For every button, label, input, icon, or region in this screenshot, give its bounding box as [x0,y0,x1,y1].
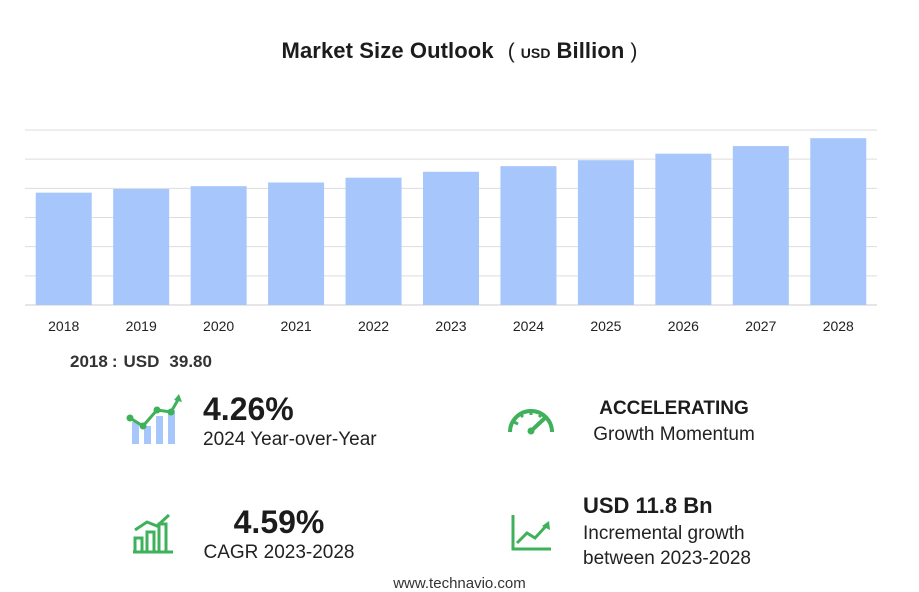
x-tick-label: 2024 [513,318,544,334]
x-tick-label: 2021 [281,318,312,334]
bar-2020 [190,186,247,305]
x-tick-label: 2028 [823,318,854,334]
growth-chart-icon [133,513,173,554]
x-tick-label: 2023 [435,318,466,334]
incremental-label-line2: between 2023-2028 [583,548,751,569]
cagr-value: 4.59% [233,504,325,540]
bar-chart: 2018 2019 2020 2021 2022 2023 2024 2025 2026 2027… [25,129,877,334]
incremental-label-line1: Incremental growth [583,523,745,544]
yoy-stat: 4.26% 2024 Year-over-Year [203,390,377,452]
momentum-value: ACCELERATING [599,398,749,419]
bar-2019 [113,188,170,305]
cagr-label: CAGR 2023-2028 [203,542,355,563]
momentum-stat: ACCELERATING Growth Momentum [574,396,774,448]
x-tick-label: 2020 [203,318,234,334]
x-tick-label: 2019 [126,318,157,334]
incremental-value: USD 11.8 Bn [583,493,713,518]
bar-2022 [345,177,402,305]
cagr-stat: 4.59% CAGR 2023-2028 [194,503,364,565]
source-link[interactable]: www.technavio.com [393,575,526,592]
unit-scale: Billion [556,38,625,63]
bar-2021 [268,182,325,305]
x-tick-label: 2025 [590,318,621,334]
x-tick-label: 2022 [358,318,389,334]
incremental-stat: USD 11.8 Bn Incremental growth between 2… [583,491,751,571]
x-tick-label: 2027 [745,318,776,334]
bar-trend-icon [126,394,182,444]
line-trend-icon [511,515,551,551]
momentum-label: Growth Momentum [593,424,755,445]
bar-2023 [423,171,479,305]
bar-2018 [35,192,92,305]
yoy-value: 4.26% [203,391,294,427]
title-unit: ( USD Billion ) [507,38,638,63]
bar-2024 [500,166,557,305]
bar-2026 [655,153,712,305]
base-year-value: 2018: USD 39.80 [70,352,212,371]
chart-title: Market Size Outlook ( USD Billion ) [0,38,919,64]
unit-currency: USD [520,45,551,61]
x-tick-label: 2026 [668,318,699,334]
speedometer-icon [508,409,554,435]
bar-2028 [810,138,867,305]
yoy-label: 2024 Year-over-Year [203,429,377,450]
x-tick-label: 2018 [48,318,79,334]
bar-2027 [732,146,789,305]
bar-2025 [577,160,634,305]
title-text: Market Size Outlook [281,38,494,63]
